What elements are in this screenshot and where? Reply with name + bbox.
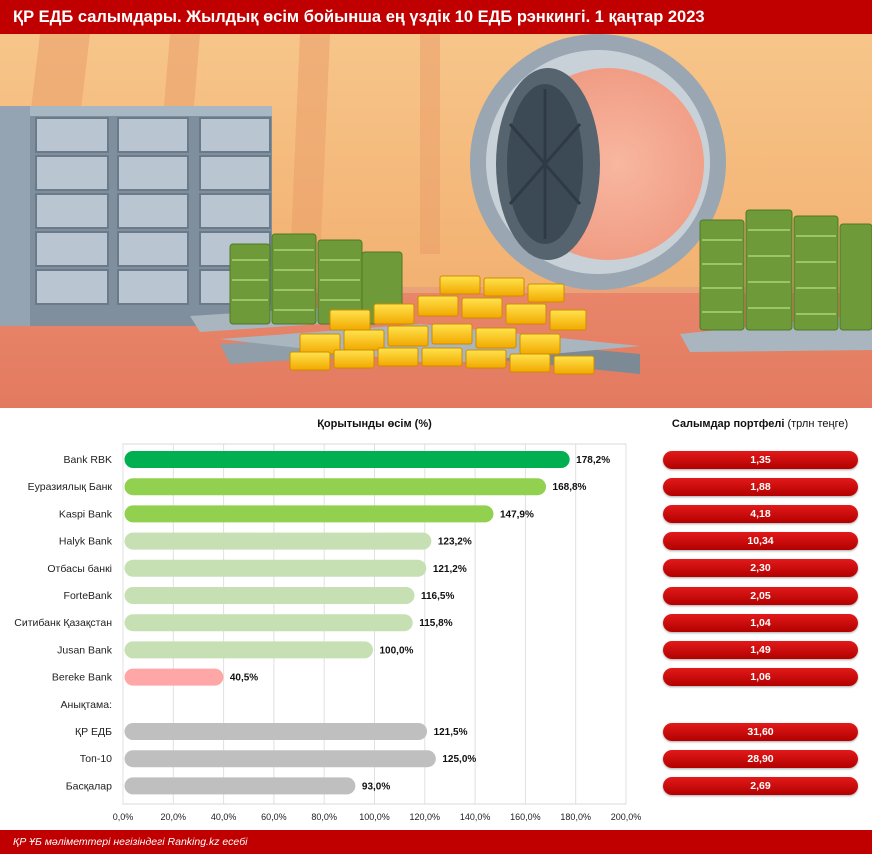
x-tick-label: 20,0% [161, 812, 187, 822]
bar [124, 614, 413, 632]
category-label: Еуразиялық Банк [28, 481, 113, 493]
bank-vault-illustration [0, 34, 872, 408]
x-tick-label: 180,0% [560, 812, 591, 822]
chart-title: Қорытынды өсім (%) [317, 418, 432, 430]
portfolio-title: Салымдар портфелі (трлн теңге) [662, 418, 858, 430]
bar [124, 587, 415, 604]
bar [124, 641, 373, 659]
category-label: Отбасы банкі [47, 563, 112, 575]
growth-bar-chart-svg: 0,0% 20,0% 40,0% 60,0% 80,0% 100,0% 120,0% 140,… [14, 443, 642, 822]
reference-bar [124, 723, 428, 740]
category-label: Bereke Bank [52, 672, 113, 684]
portfolio-value-pill: 2,30 [663, 559, 858, 578]
x-tick-label: 160,0% [510, 812, 541, 822]
bar [124, 478, 547, 496]
data-label: 147,9% [500, 509, 534, 520]
data-label: 116,5% [421, 591, 454, 602]
x-tick-label: 120,0% [410, 812, 441, 822]
portfolio-title-unit: (трлн теңге) [787, 418, 849, 430]
data-label: 125,0% [442, 754, 476, 765]
category-label: Bank RBK [64, 454, 112, 466]
category-label: Ситибанк Қазақстан [14, 617, 112, 629]
portfolio-title-main: Салымдар портфелі [671, 418, 785, 430]
page-title: ҚР ЕДБ салымдары. Жылдық өсім бойынша ең… [0, 0, 872, 34]
data-label: 100,0% [380, 645, 414, 656]
data-label: 121,2% [433, 564, 467, 575]
portfolio-value-pill: 2,05 [663, 586, 858, 605]
portfolio-value-pill: 1,49 [663, 640, 858, 659]
data-label: 115,8% [419, 618, 452, 629]
source-footer: ҚР ҰБ мәліметтері негізіндегі Ranking.kz… [0, 830, 872, 854]
category-label: Басқалар [66, 780, 112, 792]
portfolio-value-pill: 28,90 [663, 749, 858, 768]
bar [124, 505, 494, 523]
portfolio-value-pill: 2,69 [663, 776, 858, 795]
x-tick-label: 100,0% [359, 812, 390, 822]
x-tick-label: 40,0% [211, 812, 237, 822]
category-label: ForteBank [64, 590, 113, 602]
category-label: Топ-10 [80, 753, 112, 765]
category-label: ҚР ЕДБ [75, 726, 112, 738]
portfolio-value-pill: 1,35 [663, 450, 858, 469]
data-label: 40,5% [230, 673, 258, 684]
portfolio-value-pill: 4,18 [663, 504, 858, 523]
portfolio-value-pill: 31,60 [663, 722, 858, 741]
portfolio-value-pill: 1,88 [663, 477, 858, 496]
data-label: 123,2% [438, 537, 472, 548]
category-label: Kaspi Bank [59, 508, 113, 520]
data-label: 93,0% [362, 781, 390, 792]
bar [124, 532, 432, 550]
x-tick-label: 140,0% [460, 812, 491, 822]
x-tick-label: 80,0% [311, 812, 337, 822]
bar [124, 668, 224, 686]
x-tick-label: 60,0% [261, 812, 287, 822]
category-label: Jusan Bank [57, 644, 113, 656]
data-label: 178,2% [576, 455, 610, 466]
portfolio-value-pill: 1,06 [663, 668, 858, 687]
data-label: 121,5% [434, 727, 468, 738]
reference-section-label: Анықтама: [61, 699, 112, 711]
reference-bar [124, 750, 436, 768]
bar [124, 451, 570, 468]
portfolio-value-pill: 10,34 [663, 532, 858, 551]
x-tick-label: 200,0% [611, 812, 642, 822]
growth-bar-chart: 0,0% 20,0% 40,0% 60,0% 80,0% 100,0% 120,0% 140,… [0, 440, 660, 830]
data-label: 168,8% [553, 482, 587, 493]
x-tick-label: 0,0% [113, 812, 134, 822]
bar [124, 559, 427, 577]
reference-bar [124, 777, 356, 795]
portfolio-value-pill: 1,04 [663, 613, 858, 632]
category-label: Halyk Bank [59, 536, 113, 548]
